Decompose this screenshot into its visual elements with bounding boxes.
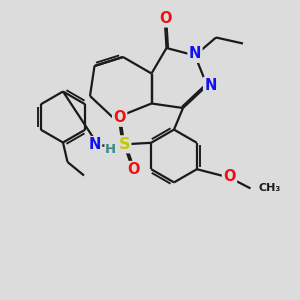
Text: H: H: [105, 143, 116, 156]
Text: O: O: [223, 169, 236, 184]
Text: O: O: [113, 110, 126, 125]
Text: CH₃: CH₃: [259, 183, 281, 194]
Text: N: N: [204, 78, 217, 93]
Text: N: N: [189, 46, 201, 62]
Text: O: O: [159, 11, 171, 26]
Text: O: O: [127, 162, 140, 177]
Text: S: S: [118, 137, 130, 152]
Text: N: N: [89, 137, 101, 152]
